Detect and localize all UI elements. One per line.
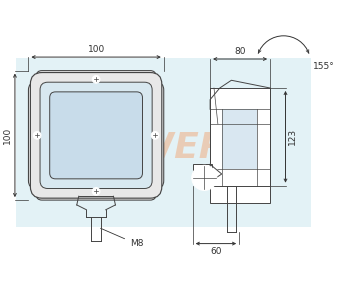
PathPatch shape [36, 71, 156, 200]
Bar [210, 88, 270, 203]
Circle shape [92, 187, 100, 195]
Bar [193, 164, 212, 182]
Text: 123: 123 [288, 128, 297, 146]
Text: 155°: 155° [313, 62, 334, 71]
Text: M8: M8 [101, 228, 143, 249]
Bar [222, 109, 257, 169]
Circle shape [192, 165, 217, 190]
PathPatch shape [30, 72, 162, 198]
PathPatch shape [32, 74, 160, 196]
Polygon shape [210, 164, 222, 182]
PathPatch shape [40, 82, 152, 189]
Circle shape [33, 132, 41, 139]
Text: 100: 100 [88, 45, 105, 54]
PathPatch shape [28, 82, 164, 189]
Bar [16, 58, 311, 227]
Circle shape [199, 173, 209, 183]
Text: 100: 100 [3, 127, 12, 144]
Text: BOWERS: BOWERS [76, 131, 253, 165]
PathPatch shape [50, 92, 143, 179]
Circle shape [151, 132, 159, 139]
Text: 60: 60 [210, 247, 222, 256]
Circle shape [92, 75, 100, 83]
Text: 80: 80 [234, 47, 246, 56]
